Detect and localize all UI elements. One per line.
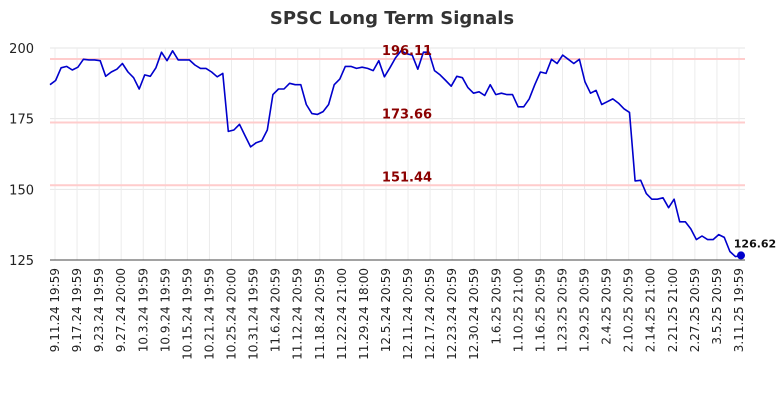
- signal-level-label: 196.11: [382, 44, 432, 59]
- x-tick-label: 2.14.25 21:00: [644, 268, 658, 352]
- chart-title: SPSC Long Term Signals: [269, 8, 515, 29]
- x-tick-label: 3.5.25 20:59: [710, 268, 724, 345]
- signal-level-label: 151.44: [382, 170, 432, 185]
- x-tick-label: 9.11.24 19:59: [48, 268, 62, 352]
- x-tick-label: 10.3.24 19:59: [136, 268, 150, 352]
- x-tick-label: 2.21.25 21:00: [666, 268, 680, 352]
- x-tick-label: 10.21.24 19:59: [202, 268, 216, 360]
- axes: 125 150 175 200 9.11.24 19:59 9.17.24 19:59 9.…: [9, 42, 746, 360]
- y-tick-label: 150: [9, 183, 34, 198]
- x-tick-label: 1.6.25 20:59: [489, 268, 503, 345]
- x-tick-label: 1.10.25 21:00: [511, 268, 525, 352]
- x-tick-label: 12.11.24 20:59: [401, 268, 415, 360]
- x-tick-label: 2.4.25 20:59: [600, 268, 614, 345]
- x-tick-label: 2.10.25 20:59: [622, 268, 636, 352]
- x-tick-label: 9.23.24 19:59: [92, 268, 106, 352]
- x-tick-label: 1.29.25 20:59: [578, 268, 592, 352]
- grid-layer: [50, 47, 745, 261]
- signal-level-label: 173.66: [382, 107, 432, 122]
- x-tick-label: 9.17.24 19:59: [70, 268, 84, 352]
- last-price-point: [737, 251, 745, 260]
- x-tick-label: 11.6.24 20:59: [269, 268, 283, 352]
- x-tick-label: 11.18.24 20:59: [313, 268, 327, 360]
- y-tick-label: 175: [9, 113, 34, 128]
- x-tick-label: 10.9.24 19:59: [158, 268, 172, 352]
- x-tick-label: 11.29.24 18:00: [357, 268, 371, 360]
- x-tick-label: 3.11.25 19:59: [732, 268, 746, 352]
- x-tick-label: 11.22.24 21:00: [335, 268, 349, 360]
- last-price-label: 126.62: [734, 237, 776, 250]
- x-tick-label: 10.25.24 20:00: [225, 268, 239, 360]
- price-line: [49, 49, 742, 258]
- x-tick-label: 2.27.25 20:59: [688, 268, 702, 352]
- x-tick-label: 10.15.24 19:59: [180, 268, 194, 360]
- x-tick-label: 12.23.24 20:59: [445, 268, 459, 360]
- x-tick-label: 10.31.24 19:59: [247, 268, 261, 360]
- x-tick-label: 12.5.24 20:59: [379, 268, 393, 352]
- x-tick-label: 1.23.25 20:59: [555, 268, 569, 352]
- x-tick-label: 12.30.24 20:59: [467, 268, 481, 360]
- x-tick-label: 12.17.24 20:59: [423, 268, 437, 360]
- series-layer: [49, 49, 745, 260]
- label-layer: 196.11 173.66 151.44 126.62: [382, 44, 776, 250]
- x-tick-label: 11.12.24 20:59: [291, 268, 305, 360]
- x-tick-label: 1.16.25 20:59: [533, 268, 547, 352]
- y-tick-label: 125: [9, 254, 34, 269]
- x-tick-label: 9.27.24 20:00: [114, 268, 128, 352]
- y-tick-label: 200: [9, 42, 34, 57]
